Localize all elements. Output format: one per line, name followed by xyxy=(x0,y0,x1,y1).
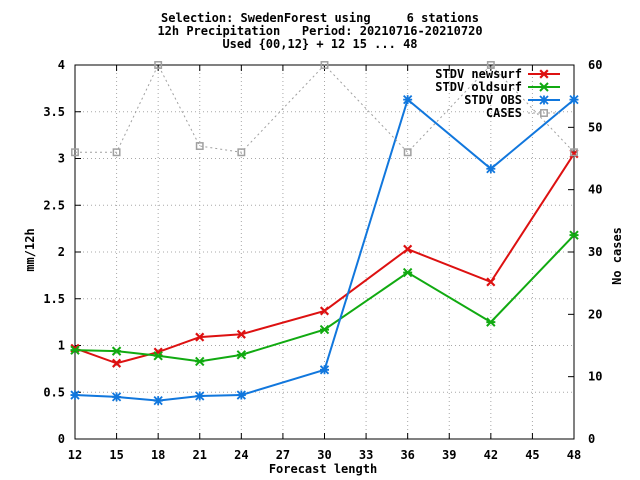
series-stdv-oldsurf-point xyxy=(402,267,413,278)
series-stdv-obs-point xyxy=(70,390,80,400)
chart-title-line-1: Selection: SwedenForest using 6 stations xyxy=(161,11,479,25)
series-stdv-obs-point xyxy=(153,396,163,406)
y-tick-label: 0.5 xyxy=(43,385,65,399)
x-tick-label: 21 xyxy=(193,448,207,462)
y2-tick-label: 20 xyxy=(588,307,602,321)
series-cases-point xyxy=(403,148,412,157)
series-stdv-newsurf-point xyxy=(319,306,330,316)
series-stdv-oldsurf-point xyxy=(153,351,163,361)
series-stdv-newsurf-point xyxy=(403,244,413,254)
x-axis-label: Forecast length xyxy=(268,462,378,476)
y2-tick-label: 50 xyxy=(588,120,602,134)
legend-stdv-newsurf-label: STDV newsurf xyxy=(435,67,522,81)
y-tick-label: 2.5 xyxy=(43,198,65,212)
series-stdv-oldsurf-point xyxy=(486,317,496,327)
x-tick-label: 39 xyxy=(442,448,456,462)
x-tick-label: 18 xyxy=(151,448,165,462)
y-tick-label: 1 xyxy=(58,339,65,353)
series-stdv-obs-point xyxy=(195,391,205,401)
series-stdv-obs-point xyxy=(319,365,330,375)
series-cases-line xyxy=(75,63,575,153)
y-tick-label: 3 xyxy=(58,152,65,166)
series-stdv-newsurf-point xyxy=(112,358,122,368)
chart-title-line-2: 12h Precipitation Period: 20210716-20210… xyxy=(157,24,483,38)
series-stdv-oldsurf-point xyxy=(195,356,205,367)
x-tick-label: 30 xyxy=(317,448,331,462)
x-tick-label: 33 xyxy=(359,448,373,462)
series-stdv-oldsurf-point xyxy=(70,345,80,355)
legend-stdv-obs-marker xyxy=(539,95,549,105)
x-tick-label: 27 xyxy=(276,448,290,462)
x-tick-label: 15 xyxy=(109,448,123,462)
series-stdv-oldsurf-point xyxy=(319,324,330,335)
series-stdv-oldsurf-point xyxy=(111,346,122,356)
series-cases-point xyxy=(112,148,121,157)
y-tick-label: 1.5 xyxy=(43,292,65,306)
series-cases-point xyxy=(237,148,246,157)
y-tick-label: 3.5 xyxy=(43,105,65,119)
y2-tick-label: 60 xyxy=(588,58,602,72)
series-stdv-obs-point xyxy=(486,164,496,174)
legend-stdv-oldsurf-marker xyxy=(539,82,549,92)
series-stdv-oldsurf-point xyxy=(569,230,579,240)
y2-axis-label: No cases xyxy=(610,227,624,285)
series-stdv-newsurf-point xyxy=(195,332,205,342)
x-tick-label: 48 xyxy=(567,448,581,462)
legend-stdv-oldsurf-label: STDV oldsurf xyxy=(435,80,522,94)
y2-tick-label: 0 xyxy=(588,432,595,446)
x-tick-label: 42 xyxy=(484,448,498,462)
series-stdv-obs-point xyxy=(111,392,122,402)
series-stdv-obs-point xyxy=(569,94,579,105)
series-cases-point xyxy=(195,142,204,150)
chart-title-line-3: Used {00,12} + 12 15 ... 48 xyxy=(222,37,418,51)
y2-tick-label: 40 xyxy=(588,183,602,197)
series-stdv-oldsurf-point xyxy=(236,350,247,360)
series-cases-point xyxy=(320,61,329,69)
legend-stdv-newsurf-marker xyxy=(539,69,549,79)
series-cases-point xyxy=(154,61,163,69)
y-axis-label: mm/12h xyxy=(23,228,37,272)
series-cases-point xyxy=(71,148,79,157)
legend-cases-label: CASES xyxy=(486,106,522,120)
series-cases-point xyxy=(570,148,578,157)
x-tick-label: 12 xyxy=(68,448,82,462)
x-tick-label: 45 xyxy=(525,448,539,462)
series-stdv-obs-point xyxy=(403,94,413,105)
series-stdv-newsurf-point xyxy=(486,277,496,287)
legend-cases-marker xyxy=(540,109,548,117)
x-tick-label: 24 xyxy=(234,448,248,462)
series-stdv-newsurf-point xyxy=(236,329,246,339)
legend-stdv-obs-label: STDV OBS xyxy=(464,93,522,107)
y-tick-label: 2 xyxy=(58,245,65,259)
y2-tick-label: 30 xyxy=(588,245,602,259)
x-tick-label: 36 xyxy=(400,448,414,462)
y-tick-label: 4 xyxy=(58,58,65,72)
series-cases-point xyxy=(486,61,495,69)
y2-tick-label: 10 xyxy=(588,370,602,384)
series-stdv-obs-point xyxy=(236,390,246,400)
y-tick-label: 0 xyxy=(58,432,65,446)
